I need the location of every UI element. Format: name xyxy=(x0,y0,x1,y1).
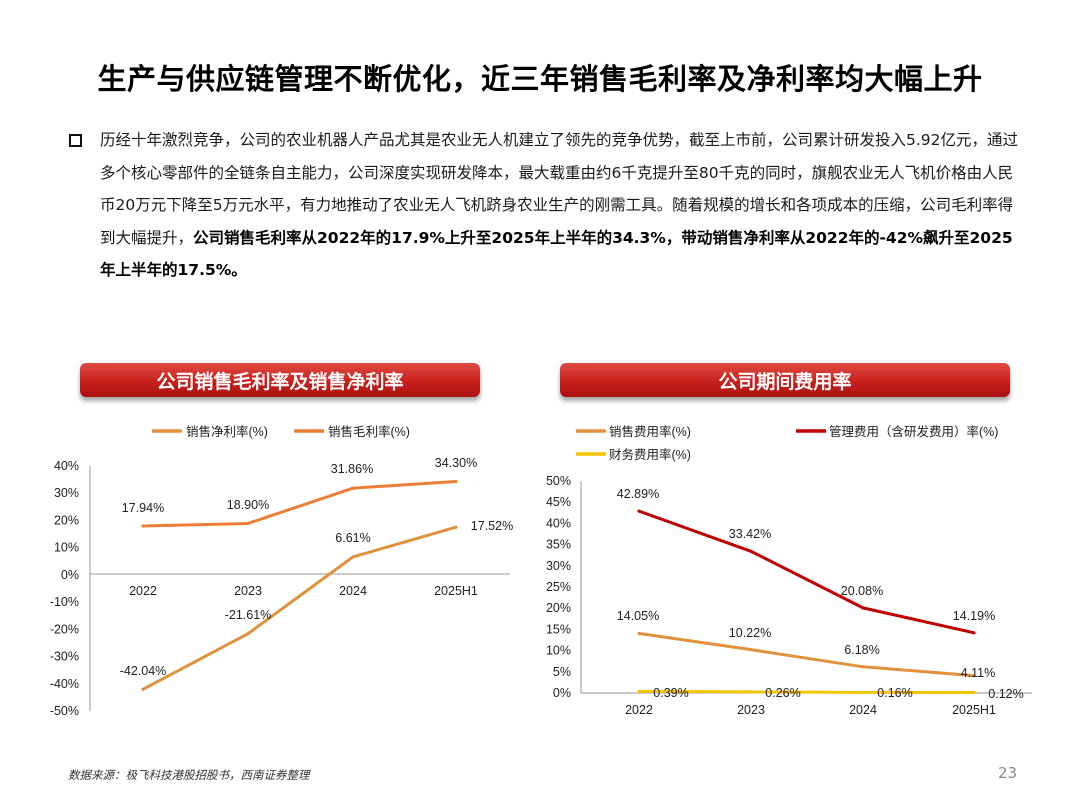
legend-label: 销售净利率(%) xyxy=(186,424,268,439)
data-label: 14.19% xyxy=(953,609,995,623)
data-source-note: 数据来源：极飞科技港股招股书，西南证券整理 xyxy=(68,768,310,782)
x-tick-label: 2022 xyxy=(129,584,157,598)
data-point xyxy=(972,631,976,635)
data-point xyxy=(246,632,250,636)
data-point xyxy=(351,486,355,490)
data-point xyxy=(749,690,753,694)
legend-label: 销售毛利率(%) xyxy=(328,424,410,439)
data-label: 33.42% xyxy=(729,527,771,541)
data-point xyxy=(861,690,865,694)
data-label: -21.61% xyxy=(225,608,272,622)
data-label: 0.26% xyxy=(765,686,800,700)
y-tick-label: -30% xyxy=(50,650,79,664)
legend-label: 销售费用率(%) xyxy=(609,424,691,439)
y-tick-label: 10% xyxy=(546,644,571,658)
data-point xyxy=(246,521,250,526)
y-tick-label: 15% xyxy=(546,622,571,636)
y-tick-label: 0% xyxy=(61,568,79,582)
x-tick-label: 2022 xyxy=(625,703,653,717)
data-label: 4.11% xyxy=(961,666,996,680)
x-tick-label: 2023 xyxy=(234,584,262,598)
data-label: 17.52% xyxy=(471,519,513,533)
data-label: 18.90% xyxy=(227,498,269,512)
y-tick-label: 40% xyxy=(54,459,79,473)
data-point xyxy=(972,673,976,678)
summary-paragraph: 历经十年激烈竞争，公司的农业机器人产品尤其是农业无人机建立了领先的竞争优势，截至… xyxy=(100,124,1020,287)
selling-expense-line xyxy=(638,631,975,678)
y-tick-label: 0% xyxy=(553,686,571,700)
data-point xyxy=(861,665,865,669)
data-point xyxy=(861,606,865,610)
data-label: 20.08% xyxy=(841,584,883,598)
data-point xyxy=(637,509,641,513)
finance-expense-line xyxy=(638,689,975,694)
chart-left-banner: 公司销售毛利率及销售净利率 xyxy=(80,363,480,397)
data-point xyxy=(749,648,753,652)
y-tick-label: 5% xyxy=(553,665,571,679)
x-tick-label: 2024 xyxy=(339,584,367,598)
data-point xyxy=(141,687,145,691)
margin-chart: 40% 30% 20% 10% 0% -10% -20% -30% -40% -50% 2022 20… xyxy=(50,424,513,718)
y-tick-label: 20% xyxy=(54,513,79,527)
y-tick-label: -40% xyxy=(50,677,79,691)
expense-chart: 50% 45% 40% 35% 30% 25% 20% 15% 10% 5% 0% 2022 2023 2… xyxy=(546,424,1032,717)
data-label: 6.61% xyxy=(335,531,370,545)
data-label: 14.05% xyxy=(617,609,659,623)
data-label: 6.18% xyxy=(844,643,879,657)
data-point xyxy=(141,524,145,528)
summary-text: 历经十年激烈竞争，公司的农业机器人产品尤其是农业无人机建立了领先的竞争优势，截至… xyxy=(100,131,1019,247)
summary-highlight: 公司销售毛利率从2022年的17.9%上升至2025年上半年的34.3%，带动销… xyxy=(100,228,1013,280)
x-tick-label: 2024 xyxy=(849,703,877,717)
y-tick-label: -50% xyxy=(50,704,79,718)
page-title: 生产与供应链管理不断优化，近三年销售毛利率及净利率均大幅上升 xyxy=(97,62,983,96)
data-label: 10.22% xyxy=(729,626,771,640)
y-tick-label: -10% xyxy=(50,595,79,609)
bullet-square-icon xyxy=(69,134,82,147)
x-tick-label: 2025H1 xyxy=(952,703,996,717)
data-point xyxy=(454,525,458,529)
data-point xyxy=(454,479,458,484)
y-tick-label: 50% xyxy=(546,474,571,488)
data-point xyxy=(637,689,641,693)
data-label: 34.30% xyxy=(435,456,477,470)
x-tick-label: 2023 xyxy=(737,703,765,717)
y-tick-label: 30% xyxy=(546,559,571,573)
admin-expense-line xyxy=(638,509,975,635)
data-label: 0.12% xyxy=(988,687,1023,701)
data-label: 42.89% xyxy=(617,487,659,501)
y-tick-label: 45% xyxy=(546,495,571,509)
legend-label: 财务费用率(%) xyxy=(609,447,691,462)
y-tick-label: 35% xyxy=(546,538,571,552)
data-label: 31.86% xyxy=(331,462,373,476)
chart-right-banner: 公司期间费用率 xyxy=(560,363,1010,397)
data-point xyxy=(749,549,753,553)
y-tick-label: 25% xyxy=(546,580,571,594)
page-number: 23 xyxy=(998,764,1018,782)
data-label: -42.04% xyxy=(120,664,167,678)
y-tick-label: 20% xyxy=(546,601,571,615)
data-point xyxy=(972,690,976,695)
data-label: 0.39% xyxy=(653,686,688,700)
y-tick-label: 40% xyxy=(546,516,571,530)
data-point xyxy=(637,631,641,636)
x-tick-label: 2025H1 xyxy=(434,584,478,598)
net-margin-line xyxy=(142,525,457,691)
data-label: 0.16% xyxy=(877,686,912,700)
legend-label: 管理费用（含研发费用）率(%) xyxy=(829,424,998,439)
y-tick-label: 10% xyxy=(54,541,79,555)
data-label: 17.94% xyxy=(122,501,164,515)
y-tick-label: -20% xyxy=(50,622,79,636)
y-tick-label: 30% xyxy=(54,486,79,500)
gross-margin-line xyxy=(142,480,457,528)
data-point xyxy=(351,555,355,559)
